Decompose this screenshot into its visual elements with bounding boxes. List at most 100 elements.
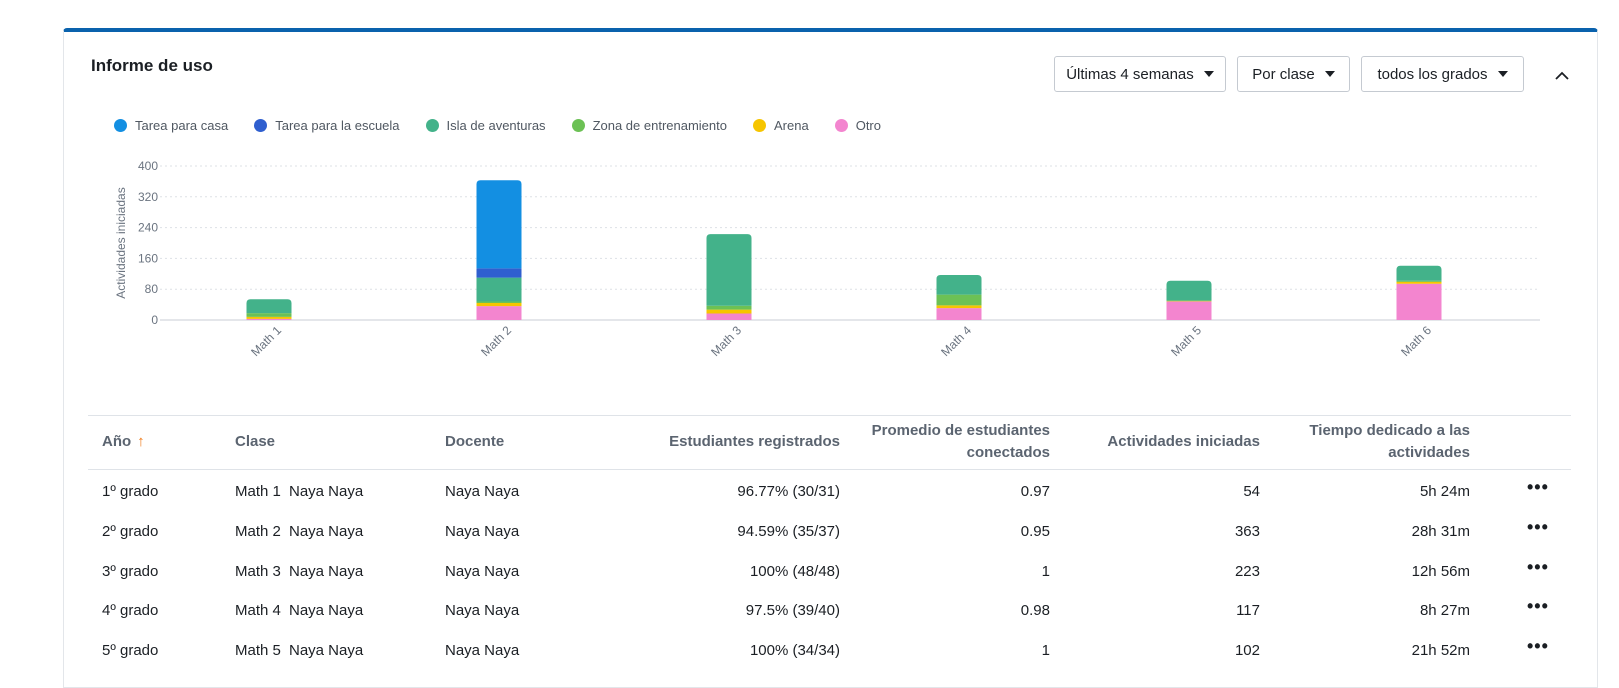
y-axis-label: Actividades iniciadas <box>114 187 128 298</box>
cell-activities: 54 <box>1060 483 1260 500</box>
more-horizontal-icon[interactable]: ••• <box>1527 557 1549 578</box>
bar-segment[interactable] <box>1397 282 1442 284</box>
legend-item[interactable]: Isla de aventuras <box>426 118 546 133</box>
cell-avg-connected: 0.95 <box>830 523 1050 540</box>
column-header-avg-connected[interactable]: Promedio de estudiantes conectados <box>830 420 1050 464</box>
period-dropdown-label: Últimas 4 semanas <box>1066 66 1194 83</box>
bar-segment[interactable] <box>1397 281 1442 282</box>
column-header-time[interactable]: Tiempo dedicado a las actividades <box>1270 420 1470 464</box>
cell-time: 5h 24m <box>1270 483 1470 500</box>
more-horizontal-icon[interactable]: ••• <box>1527 477 1549 498</box>
period-dropdown[interactable]: Últimas 4 semanas <box>1054 56 1226 92</box>
cell-time: 28h 31m <box>1270 523 1470 540</box>
x-tick-label: Math 4 <box>938 323 974 359</box>
legend-label: Otro <box>856 118 881 133</box>
bar-segment[interactable] <box>477 302 522 304</box>
cell-year: 5º grado <box>102 642 158 659</box>
cell-class-teacher: Naya Naya <box>289 523 363 540</box>
cell-enrolled: 100% (34/34) <box>600 642 840 659</box>
chart-legend: Tarea para casa Tarea para la escuela Is… <box>114 118 907 133</box>
cell-activities: 102 <box>1060 642 1260 659</box>
cell-avg-connected: 1 <box>830 642 1050 659</box>
y-tick-label: 240 <box>138 221 158 235</box>
caret-down-icon <box>1204 71 1214 77</box>
cell-avg-connected: 0.97 <box>830 483 1050 500</box>
column-header-avg-connected-line2: conectados <box>830 442 1050 464</box>
bar-segment[interactable] <box>707 306 752 310</box>
legend-dot <box>753 119 766 132</box>
legend-item[interactable]: Tarea para casa <box>114 118 228 133</box>
cell-teacher: Naya Naya <box>445 523 519 540</box>
grouping-dropdown[interactable]: Por clase <box>1237 56 1350 92</box>
legend-item[interactable]: Zona de entrenamiento <box>572 118 727 133</box>
legend-label: Arena <box>774 118 809 133</box>
x-tick-label: Math 3 <box>708 323 744 359</box>
cell-class-teacher: Naya Naya <box>289 642 363 659</box>
bar-segment[interactable] <box>477 180 522 268</box>
bar-segment[interactable] <box>477 306 522 320</box>
legend-label: Tarea para casa <box>135 118 228 133</box>
bar-segment[interactable] <box>937 295 982 306</box>
column-header-avg-connected-line1: Promedio de estudiantes <box>830 420 1050 442</box>
y-tick-label: 320 <box>138 190 158 204</box>
column-header-teacher[interactable]: Docente <box>445 431 504 453</box>
cell-teacher: Naya Naya <box>445 563 519 580</box>
cell-class-teacher: Naya Naya <box>289 602 363 619</box>
legend-item[interactable]: Otro <box>835 118 881 133</box>
x-tick-label: Math 6 <box>1398 323 1434 359</box>
bar-segment[interactable] <box>937 305 982 308</box>
column-header-enrolled[interactable]: Estudiantes registrados <box>600 431 840 453</box>
bar-segment[interactable] <box>1397 266 1442 281</box>
y-tick-label: 80 <box>145 282 159 296</box>
legend-dot <box>835 119 848 132</box>
bar-segment[interactable] <box>1397 284 1442 320</box>
cell-teacher: Naya Naya <box>445 642 519 659</box>
column-header-year[interactable]: Año↑ <box>102 431 145 453</box>
cell-class-teacher: Naya Naya <box>289 563 363 580</box>
x-tick-label: Math 2 <box>478 323 514 359</box>
bar-segment[interactable] <box>937 275 982 295</box>
bar-segment[interactable] <box>707 234 752 306</box>
arrow-up-icon[interactable]: ↑ <box>137 433 145 450</box>
chart-bars <box>247 180 1442 320</box>
cell-teacher: Naya Naya <box>445 483 519 500</box>
legend-item[interactable]: Tarea para la escuela <box>254 118 399 133</box>
bar-segment[interactable] <box>477 303 522 306</box>
bar-segment[interactable] <box>1167 300 1212 301</box>
column-header-activities[interactable]: Actividades iniciadas <box>1060 431 1260 453</box>
more-horizontal-icon[interactable]: ••• <box>1527 636 1549 657</box>
bar-segment[interactable] <box>707 313 752 320</box>
legend-label: Isla de aventuras <box>447 118 546 133</box>
legend-label: Tarea para la escuela <box>275 118 399 133</box>
grades-dropdown[interactable]: todos los grados <box>1361 56 1524 92</box>
collapse-button[interactable] <box>1552 66 1572 86</box>
legend-item[interactable]: Arena <box>753 118 809 133</box>
caret-down-icon <box>1498 71 1508 77</box>
cell-time: 21h 52m <box>1270 642 1470 659</box>
cell-avg-connected: 0.98 <box>830 602 1050 619</box>
bar-segment[interactable] <box>247 299 292 313</box>
cell-year: 3º grado <box>102 563 158 580</box>
bar-segment[interactable] <box>477 278 522 302</box>
table-top-border <box>88 415 1571 416</box>
legend-dot <box>254 119 267 132</box>
bar-segment[interactable] <box>247 319 292 320</box>
bar-segment[interactable] <box>707 310 752 314</box>
bar-segment[interactable] <box>937 308 982 320</box>
bar-segment[interactable] <box>477 268 522 277</box>
more-horizontal-icon[interactable]: ••• <box>1527 596 1549 617</box>
bar-segment[interactable] <box>1167 281 1212 301</box>
column-header-time-line1: Tiempo dedicado a las <box>1270 420 1470 442</box>
cell-teacher: Naya Naya <box>445 602 519 619</box>
bar-segment[interactable] <box>1167 302 1212 320</box>
more-horizontal-icon[interactable]: ••• <box>1527 517 1549 538</box>
bar-segment[interactable] <box>247 313 292 317</box>
grades-dropdown-label: todos los grados <box>1377 66 1487 83</box>
cell-enrolled: 96.77% (30/31) <box>600 483 840 500</box>
cell-activities: 223 <box>1060 563 1260 580</box>
x-tick-label: Math 5 <box>1168 323 1204 359</box>
column-header-class[interactable]: Clase <box>235 431 275 453</box>
caret-down-icon <box>1325 71 1335 77</box>
cell-class: Math 4 <box>235 602 281 619</box>
bar-segment[interactable] <box>247 317 292 319</box>
